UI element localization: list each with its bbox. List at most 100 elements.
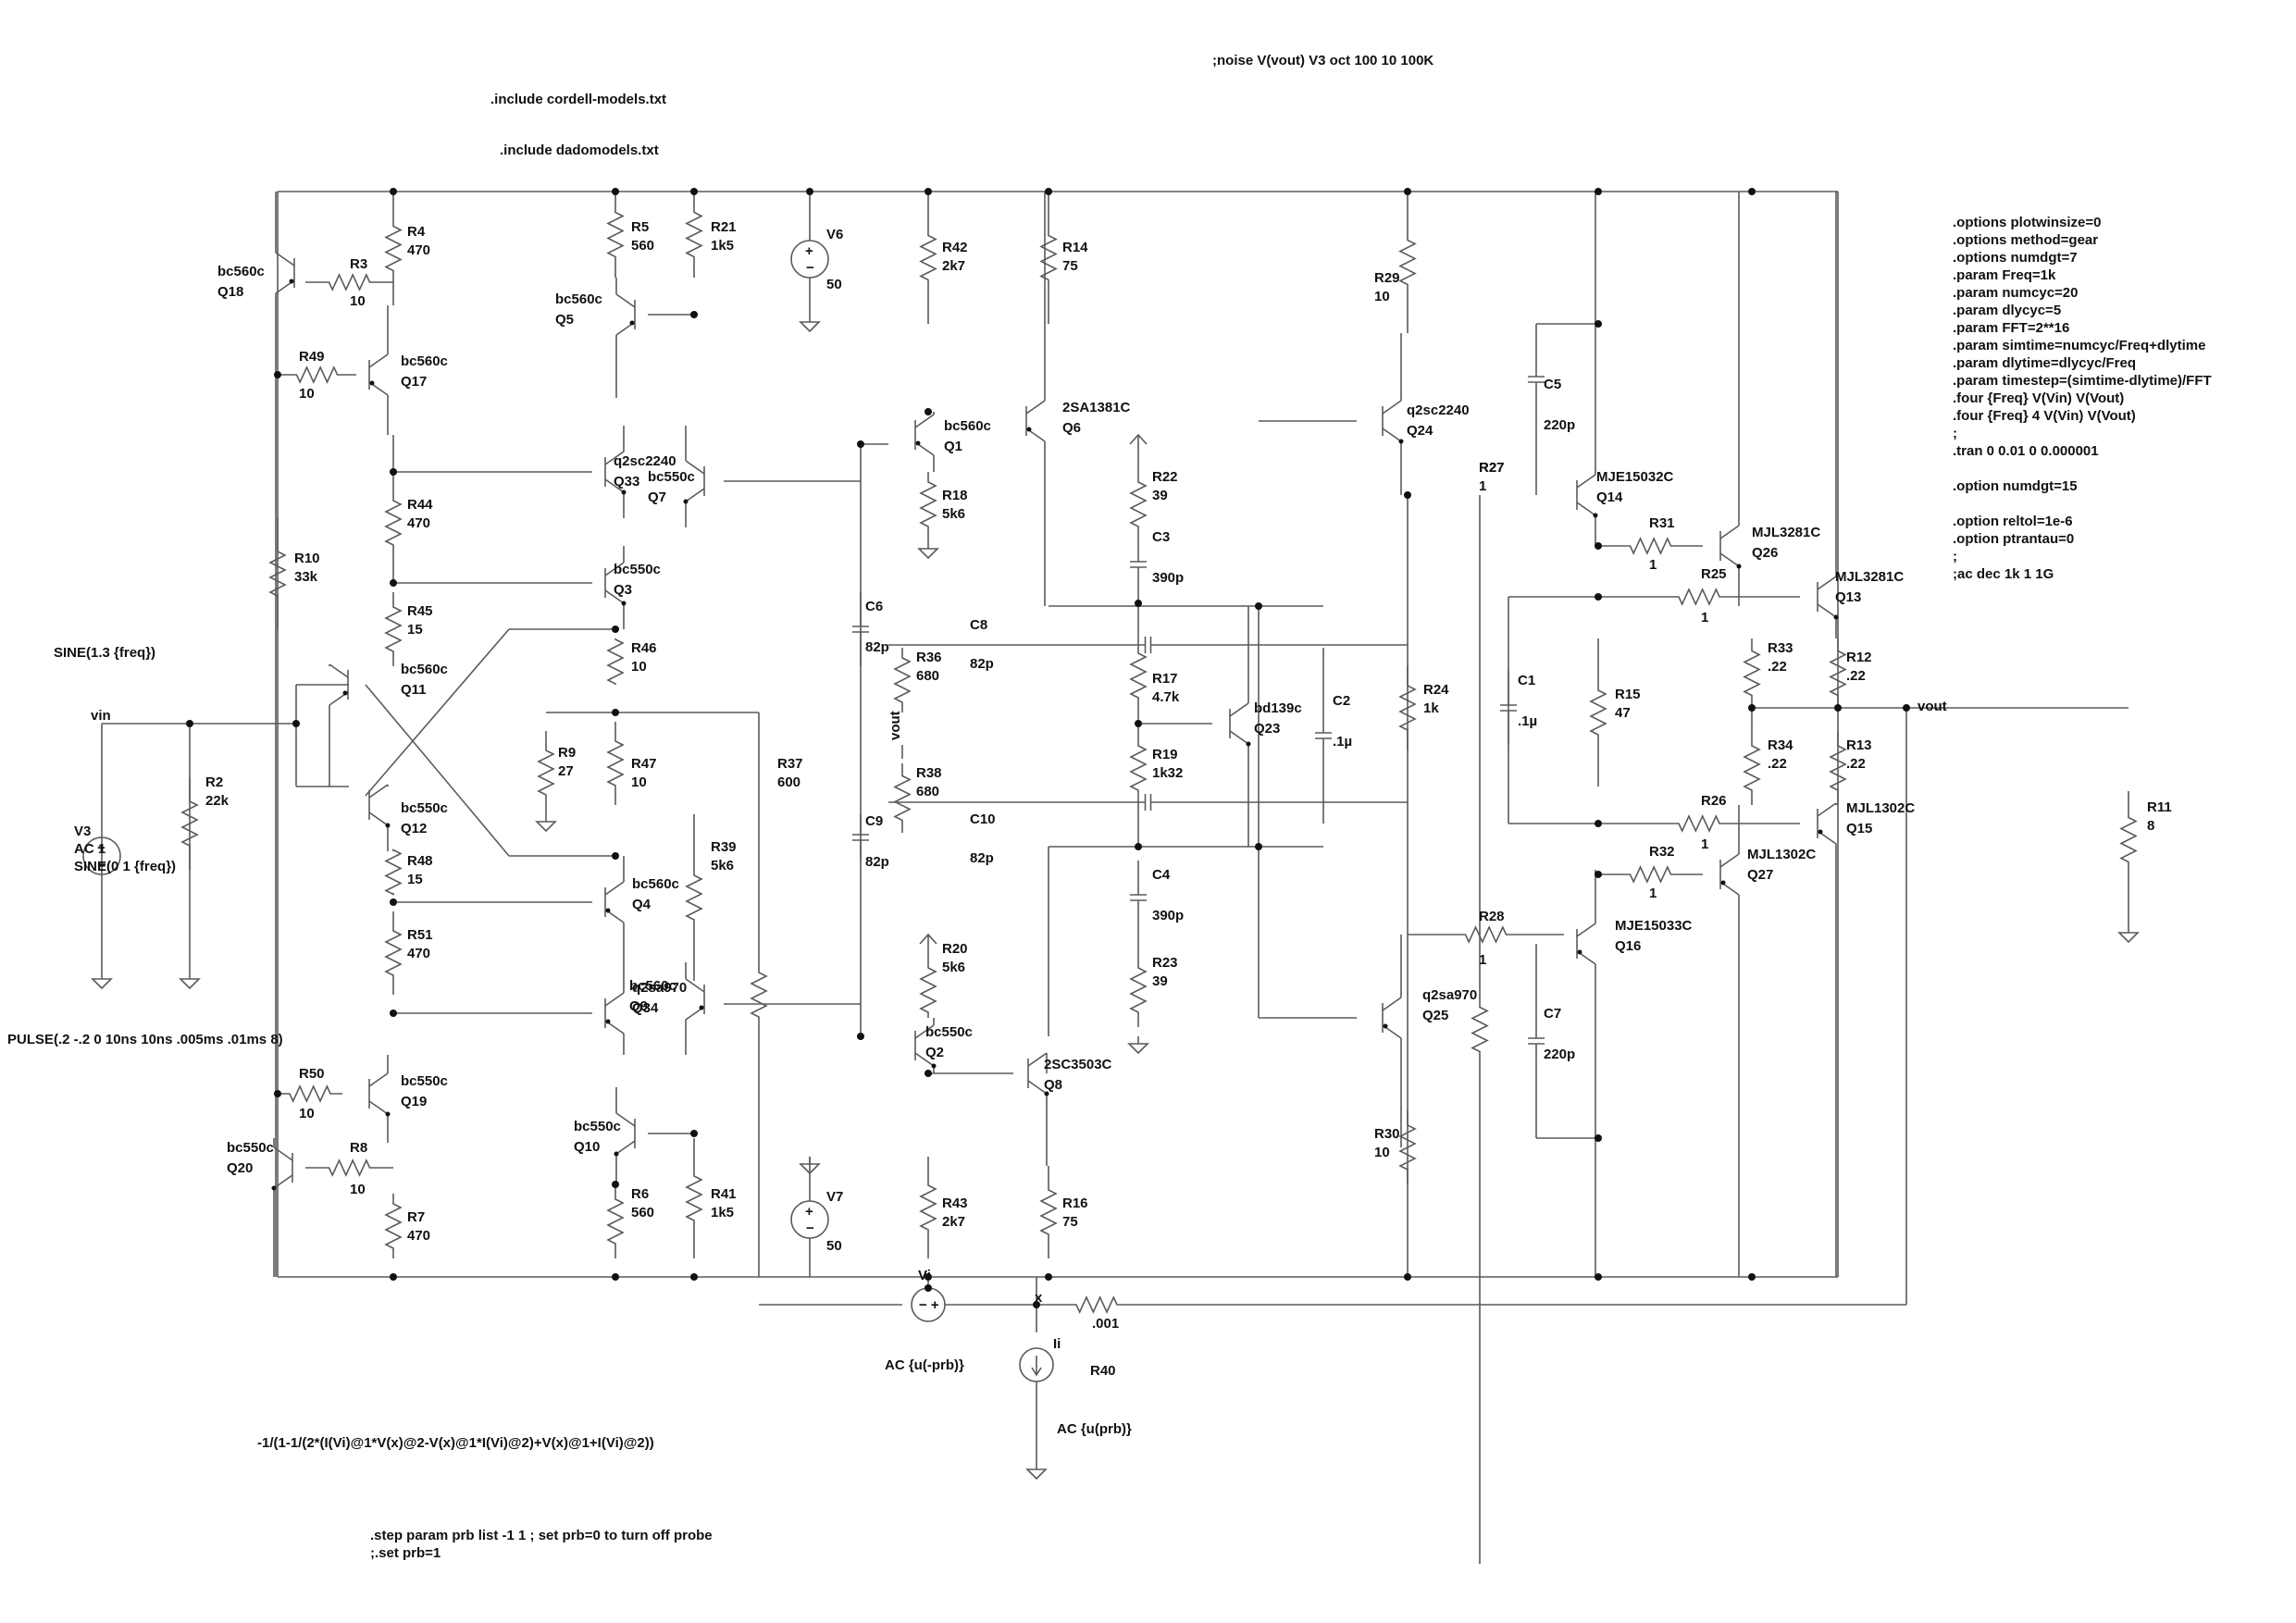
resistor-ref: R11 <box>2147 799 2172 815</box>
resistor-value: 4.7k <box>1152 689 1180 705</box>
supply-arrow <box>1129 433 1148 445</box>
junction-dot <box>1404 491 1411 499</box>
wire <box>615 1140 636 1155</box>
resistor-r47 <box>606 722 625 805</box>
wire <box>365 684 510 857</box>
resistor-ref: R5 <box>631 219 649 235</box>
transistor-ref: Q3 <box>614 582 632 598</box>
ground-symbol <box>917 548 939 560</box>
junction-dot <box>1045 1273 1052 1281</box>
resistor-ref: R6 <box>631 1186 649 1202</box>
resistor-r7 <box>384 1194 403 1258</box>
junction-dot <box>612 852 619 860</box>
transistor-ref: Q17 <box>401 374 427 390</box>
junction-dot <box>390 188 397 195</box>
resistor-ref: R34 <box>1768 737 1793 753</box>
wire <box>604 589 625 604</box>
emitter-arrow <box>614 1151 619 1157</box>
resistor-r4 <box>384 192 403 305</box>
emitter-arrow <box>1246 741 1251 747</box>
ref: R31 <box>1649 515 1675 531</box>
resistor-value: 2k7 <box>942 258 965 274</box>
resistor-ref: R17 <box>1152 671 1178 687</box>
wire <box>368 1072 389 1087</box>
wire <box>914 1024 935 1039</box>
v7-source <box>790 1200 829 1239</box>
emitter-arrow <box>1026 427 1032 432</box>
option-line: .option reltol=1e-6 <box>1953 514 2073 529</box>
ii-probe-source <box>1019 1347 1054 1382</box>
transistor-model: bc550c <box>401 800 448 816</box>
option-line: .param dlycyc=5 <box>1953 303 2061 318</box>
junction-dot <box>390 1010 397 1017</box>
junction-dot <box>925 1070 932 1077</box>
probe-sign: − + <box>919 1297 939 1313</box>
resistor-value: 10 <box>631 659 647 675</box>
resistor-r19 <box>1129 740 1148 796</box>
junction-dot <box>186 720 193 727</box>
resistor-value: 10 <box>1374 1145 1390 1160</box>
capacitor-ref: C3 <box>1152 529 1170 545</box>
resistor-ref: R12 <box>1846 650 1872 665</box>
transistor-model: bd139c <box>1254 700 1302 716</box>
transistor-model: 2SA1381C <box>1062 400 1131 415</box>
resistor-r45 <box>384 592 403 666</box>
transistor-model: bc560c <box>401 353 448 369</box>
junction-dots <box>186 188 1910 1308</box>
junction-dot <box>612 1273 619 1281</box>
transistor-ref: Q1 <box>944 439 962 454</box>
transistor-ref: Q13 <box>1835 589 1861 605</box>
resistor-r10 <box>268 518 287 629</box>
resistor-r12 <box>1829 638 1847 708</box>
transistor-ref: Q19 <box>401 1094 427 1109</box>
junction-dot <box>1595 1273 1602 1281</box>
resistor-value: 1 <box>1649 557 1657 573</box>
emitter-arrow <box>1383 1023 1388 1029</box>
ref: R25 <box>1701 566 1727 582</box>
v3-name: V3 <box>74 824 91 839</box>
transistor-ref: Q34 <box>632 1000 659 1016</box>
resistor-ref: R13 <box>1846 737 1872 753</box>
capacitor-value: 390p <box>1152 908 1184 923</box>
transistor-model: q2sa970 <box>1422 987 1477 1003</box>
wire <box>1576 474 1596 489</box>
resistor-r5 <box>606 192 625 278</box>
ref: R27 <box>1479 460 1505 476</box>
resistor-r25 <box>1598 588 1800 606</box>
transistor-model: q2sc2240 <box>614 453 676 469</box>
resistor-ref: R4 <box>407 224 426 240</box>
transistor-ref: Q2 <box>925 1045 944 1060</box>
junction-dot <box>1595 188 1602 195</box>
resistor-ref: R14 <box>1062 240 1088 255</box>
v3-sine: SINE(0 1 {freq}) <box>74 859 176 874</box>
junction-dot <box>1255 602 1262 610</box>
junction-dot <box>1834 704 1842 712</box>
resistor-r11 <box>2119 791 2138 888</box>
junction-dot <box>857 1033 864 1040</box>
transistor-model: q2sc2240 <box>1407 403 1470 418</box>
resistor-ref: R24 <box>1423 682 1449 698</box>
emitter-arrow <box>915 440 921 446</box>
option-line: ; <box>1953 549 1957 564</box>
ref: R26 <box>1701 793 1727 809</box>
resistor-r33 <box>1743 638 1761 708</box>
resistor-ref: R51 <box>407 927 433 943</box>
ref: R32 <box>1649 844 1675 860</box>
resistor-r30 <box>1398 1110 1417 1184</box>
resistor-ref: R46 <box>631 640 657 656</box>
resistor-r37 <box>750 712 768 1277</box>
transistor-ref: Q15 <box>1846 821 1872 836</box>
resistor-r24 <box>1398 666 1417 750</box>
option-line: .param timestep=(simtime-dlytime)/FFT <box>1953 373 2212 389</box>
junction-dot <box>1404 1273 1411 1281</box>
net-label-vi: Vi <box>918 1268 931 1283</box>
resistor-r13 <box>1829 731 1847 805</box>
v3-ac: AC 1 <box>74 841 105 857</box>
v3-source <box>82 836 121 875</box>
emitter-arrow <box>699 1005 704 1010</box>
ground-symbol <box>1025 1468 1048 1481</box>
wire <box>368 1100 389 1115</box>
emitter-arrow <box>1577 949 1582 955</box>
capacitor-value: 82p <box>970 850 994 866</box>
resistor-value: .22 <box>1768 659 1787 675</box>
